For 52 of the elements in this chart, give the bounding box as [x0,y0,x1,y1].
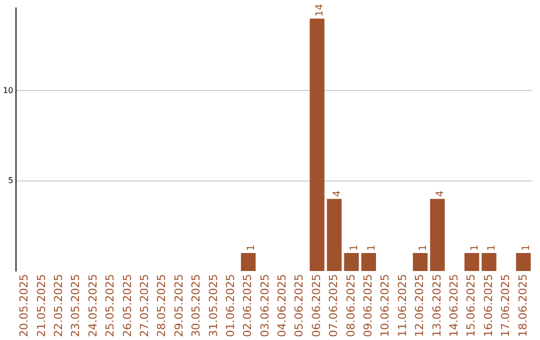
x-tick-label: 08.06.2025 [344,274,358,338]
x-tick-label: 30.05.2025 [190,274,203,338]
x-tick-label: 10.06.2025 [378,274,392,338]
x-tick-label: 21.05.2025 [34,274,48,338]
x-tick-label: 09.06.2025 [362,274,375,338]
data-label: 14 [314,4,326,17]
x-tick-label: 06.06.2025 [310,274,323,338]
x-tick-label: 28.05.2025 [155,274,168,338]
x-tick-label: 03.06.2025 [258,274,272,338]
data-label: 1 [469,244,480,251]
x-tick-label: 02.06.2025 [241,274,254,338]
x-tick-label: 12.06.2025 [413,274,426,338]
bar [412,252,428,272]
x-tick-label: 27.05.2025 [138,274,151,338]
x-tick-label: 20.05.2025 [18,274,31,338]
x-tick-label: 25.05.2025 [104,274,117,338]
x-tick-label: 05.06.2025 [292,274,306,338]
bar [310,18,324,272]
x-tick-label: 11.06.2025 [396,274,409,338]
x-tick-label: 13.06.2025 [430,274,444,338]
data-label: 1 [418,244,429,251]
x-tick-label: 18.06.2025 [516,274,530,338]
x-tick-label: 29.05.2025 [172,274,186,338]
bar [516,252,531,272]
x-tick-label: 15.06.2025 [464,274,478,338]
data-label: 1 [366,244,378,251]
bar [326,198,342,272]
data-label: 1 [520,244,532,251]
data-label: 1 [486,244,498,251]
bar [482,252,496,272]
x-tick-label: 24.05.2025 [86,274,100,338]
data-label: 1 [246,244,257,251]
x-tick-label: 07.06.2025 [327,274,340,338]
bar [344,252,359,272]
x-tick-label: 26.05.2025 [120,274,134,338]
x-tick-label: 04.06.2025 [276,274,289,338]
x-tick-label: 17.06.2025 [499,274,512,338]
bar [430,198,445,272]
x-tick-label: 22.05.2025 [52,274,66,338]
x-tick-label: 14.06.2025 [447,274,460,338]
y-tick-label: 10 [2,86,14,95]
data-label: 1 [349,244,360,251]
x-tick-label: 01.06.2025 [224,274,237,338]
data-label: 4 [332,190,343,197]
bar [464,252,480,272]
x-tick-label: 31.05.2025 [206,274,220,338]
x-tick-label: 23.05.2025 [69,274,82,338]
bar [361,252,376,272]
x-tick-label: 16.06.2025 [482,274,495,338]
data-label: 4 [435,190,446,197]
y-tick-label: 5 [8,176,14,185]
bar [240,252,256,272]
